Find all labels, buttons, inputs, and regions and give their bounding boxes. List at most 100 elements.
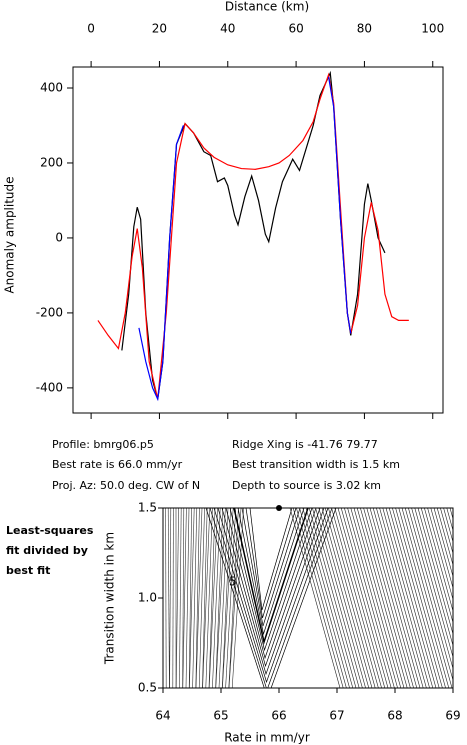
- contour-line: [463, 508, 467, 688]
- contour-line: [308, 508, 360, 688]
- contour-line: [337, 508, 389, 688]
- x-tick-label: 68: [387, 709, 402, 723]
- contour-line: [296, 508, 347, 688]
- y-tick-label: 200: [40, 155, 63, 169]
- x-axis-title: Distance (km): [225, 0, 309, 14]
- contour-line: [217, 508, 325, 676]
- contour-line: [395, 508, 446, 688]
- contour-line: [221, 508, 231, 688]
- contour-line: [328, 508, 379, 688]
- y-tick-label: -200: [36, 305, 63, 319]
- contour-line: [331, 508, 382, 688]
- contour-line: [182, 508, 185, 688]
- contour-line: [334, 508, 386, 688]
- contour-line: [460, 508, 467, 688]
- contour-line: [165, 508, 167, 688]
- contour-line: [205, 508, 213, 688]
- contour-line: [189, 508, 195, 688]
- data-line: [327, 76, 352, 334]
- contour-line: [182, 508, 187, 688]
- y-axis-title: Transition width in km: [103, 532, 117, 665]
- data-line: [138, 125, 184, 402]
- contour-line: [321, 508, 373, 688]
- contour-line: [212, 508, 221, 688]
- contour-line: [172, 508, 174, 688]
- contour-line: [222, 508, 234, 688]
- annotation: Proj. Az: 50.0 deg. CW of N: [52, 479, 200, 492]
- contour-line: [420, 508, 453, 624]
- contour-line: [185, 508, 190, 688]
- contour-line: [363, 508, 414, 688]
- contour-line: [225, 508, 317, 660]
- contour-line: [213, 508, 329, 684]
- contour-line: [388, 508, 440, 688]
- contour-line: [356, 508, 408, 688]
- contour-line: [401, 508, 453, 688]
- contour-line: [305, 508, 357, 688]
- y-tick-label: 400: [40, 80, 63, 94]
- y-axis-title: Anomaly amplitude: [3, 176, 17, 293]
- x-tick-label: 40: [220, 22, 235, 36]
- contour-line: [318, 508, 370, 688]
- contour-line: [446, 508, 453, 532]
- x-tick-label: 67: [329, 709, 344, 723]
- x-tick-label: 0: [87, 22, 95, 36]
- contour-line: [302, 508, 354, 688]
- x-tick-label: 65: [213, 709, 228, 723]
- x-axis-title: Rate in mm/yr: [224, 731, 310, 745]
- y-tick-label: -400: [36, 380, 63, 394]
- contour-line: [392, 508, 443, 688]
- contour-line: [414, 508, 453, 647]
- annotation: Profile: bmrg06.p5: [52, 438, 154, 451]
- contour-line: [385, 508, 437, 688]
- contour-line: [347, 508, 398, 688]
- contour-line: [315, 508, 366, 688]
- contour-line: [411, 508, 453, 659]
- y-tick-label: 0.5: [138, 681, 157, 695]
- y-tick-label: 0: [55, 230, 63, 244]
- contour-line: [417, 508, 453, 636]
- contour-line: [443, 508, 453, 543]
- annotation: Ridge Xing is -41.76 79.77: [232, 438, 378, 451]
- x-tick-label: 20: [152, 22, 167, 36]
- x-tick-label: 80: [357, 22, 372, 36]
- contour-line: [179, 508, 182, 688]
- contour-line: [299, 508, 350, 688]
- contour-line: [398, 508, 450, 688]
- annotation: Best rate is 66.0 mm/yr: [52, 458, 183, 471]
- contour-line: [175, 508, 179, 688]
- side-note: Least-squares: [6, 524, 94, 537]
- contour-line: [221, 508, 321, 668]
- contour-line: [208, 508, 216, 688]
- contour-line: [245, 508, 297, 619]
- contour-line: [292, 508, 344, 688]
- x-tick-label: 66: [271, 709, 286, 723]
- contour-line: [208, 508, 218, 688]
- contour-line: [241, 508, 301, 627]
- contour-line: [433, 508, 453, 578]
- contours: [163, 508, 467, 688]
- contour-line: [379, 508, 430, 688]
- contour-line: [169, 508, 172, 688]
- data-line: [121, 70, 386, 400]
- annotation: Best transition width is 1.5 km: [232, 458, 400, 471]
- y-tick-label: 1.0: [138, 591, 157, 605]
- x-tick-label: 69: [445, 709, 460, 723]
- side-note: best fit: [6, 564, 50, 577]
- contour-line: [452, 508, 453, 509]
- contour-line: [369, 508, 421, 688]
- contour-line: [360, 508, 411, 688]
- contour-line: [237, 508, 305, 636]
- plot-frame: [72, 66, 444, 414]
- contour-line: [350, 508, 402, 688]
- contour-line: [205, 508, 337, 688]
- x-tick-label: 100: [421, 22, 444, 36]
- contour-line: [372, 508, 424, 688]
- contour-line: [289, 508, 341, 688]
- contour-line: [430, 508, 453, 590]
- contour-line: [340, 508, 392, 688]
- contour-line: [456, 508, 467, 688]
- contour-line: [436, 508, 453, 567]
- contour-line: [424, 508, 453, 613]
